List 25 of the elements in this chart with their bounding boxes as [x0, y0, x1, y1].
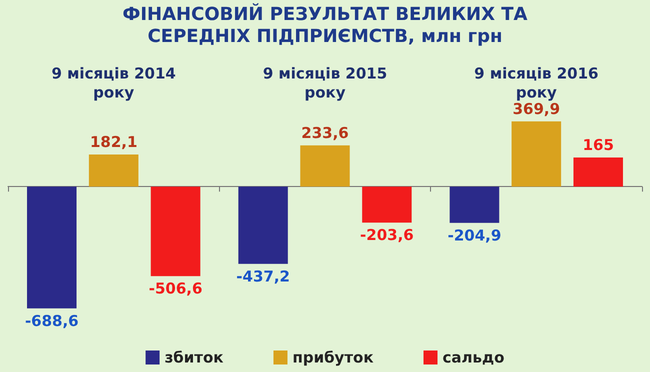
legend-label: збиток: [164, 348, 224, 366]
bar: [88, 154, 138, 187]
data-label: -203,6: [360, 226, 414, 244]
bar: [512, 121, 562, 187]
data-label: -506,6: [148, 280, 202, 298]
data-label: 165: [582, 136, 614, 154]
data-label: -437,2: [236, 267, 290, 286]
bar: [362, 186, 412, 223]
chart-title: ФІНАНСОВИЙ РЕЗУЛЬТАТ ВЕЛИКИХ ТА СЕРЕДНІХ ПІДПРИЄМСТВ, млн грн: [122, 4, 528, 48]
x-tick-label: 9 місяців 2016 року: [474, 64, 598, 102]
bar: [238, 186, 288, 264]
bar: [450, 186, 500, 223]
data-label: -688,6: [24, 312, 79, 330]
data-label: 233,6: [301, 124, 349, 142]
legend-label: прибуток: [292, 348, 374, 366]
bar: [150, 186, 200, 276]
data-label: 182,1: [90, 132, 138, 151]
x-tick-label: 9 місяців 2014 року: [52, 64, 176, 102]
legend-label: сальдо: [442, 348, 504, 366]
data-label: -204,9: [448, 226, 502, 244]
x-tick-label: 9 місяців 2015 року: [262, 64, 388, 102]
bar: [300, 145, 350, 187]
bar: [573, 158, 623, 187]
bar: [27, 186, 77, 308]
data-label: 369,9: [512, 100, 560, 118]
